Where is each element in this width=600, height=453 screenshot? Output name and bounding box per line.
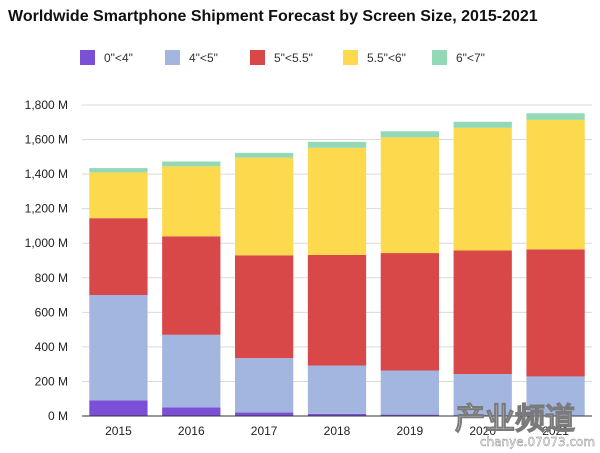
bar-segment [89, 400, 148, 416]
bar-segment [526, 113, 585, 120]
bar-segment [89, 295, 148, 401]
bar-segment [307, 365, 367, 414]
y-tick-label: 200 M [35, 374, 68, 388]
chart-bars [89, 113, 585, 416]
bar-segment [89, 218, 148, 296]
bar-segment [380, 370, 439, 415]
legend-label: 5"<5.5" [274, 51, 313, 65]
watermark: 产业频道 chanye.07073.com [455, 402, 596, 450]
y-tick-label: 400 M [35, 340, 68, 354]
y-tick-label: 1,600 M [25, 133, 68, 147]
bar-segment [453, 127, 512, 251]
legend-swatch [250, 50, 265, 65]
bar-segment [307, 413, 367, 416]
bar-segment [307, 147, 367, 255]
bar-segment [380, 137, 439, 254]
legend-label: 5.5"<6" [367, 51, 406, 65]
bar-segment [235, 255, 294, 359]
bar-segment [162, 166, 221, 237]
bar-segment [162, 407, 221, 416]
bar-segment [526, 119, 585, 250]
x-tick-label: 2017 [251, 424, 278, 438]
bar-segment [162, 236, 221, 335]
y-tick-label: 1,000 M [25, 236, 68, 250]
bar-segment [307, 254, 367, 366]
x-tick-label: 2015 [105, 424, 132, 438]
bar-segment [235, 412, 294, 416]
bar-segment [453, 121, 512, 128]
bar-segment [89, 168, 148, 173]
x-axis: 2015 2016 2017 2018 2019 2020 2021 [82, 415, 592, 438]
x-tick-label: 2016 [178, 424, 205, 438]
bar-segment [380, 253, 439, 371]
legend-swatch [432, 50, 447, 65]
y-axis: 0 M 200 M 400 M 600 M 800 M 1,000 M 1,200 M 1,4… [25, 98, 68, 423]
bar-segment [235, 358, 294, 413]
y-tick-label: 1,800 M [25, 98, 68, 112]
bar-segment [526, 249, 585, 377]
chart-legend: 0"<4" 4"<5" 5"<5.5" 5.5"<6" 6"<7" [80, 50, 485, 65]
bar-segment [453, 250, 512, 375]
bar-segment [89, 172, 148, 219]
bar-segment [235, 157, 294, 256]
bar-segment [380, 131, 439, 138]
x-tick-label: 2021 [542, 424, 569, 438]
legend-swatch [80, 50, 95, 65]
y-tick-label: 600 M [35, 305, 68, 319]
legend-swatch [165, 50, 180, 65]
bar-segment [380, 414, 439, 416]
y-tick-label: 800 M [35, 271, 68, 285]
bar-segment [526, 376, 585, 416]
y-tick-label: 0 M [48, 409, 68, 423]
legend-swatch [343, 50, 358, 65]
bar-segment [162, 161, 221, 167]
bar-segment [162, 334, 221, 408]
legend-label: 0"<4" [104, 51, 133, 65]
y-tick-label: 1,200 M [25, 202, 68, 216]
watermark-url: chanye.07073.com [480, 435, 595, 449]
legend-label: 6"<7" [456, 51, 485, 65]
bar-segment [307, 141, 367, 148]
y-tick-label: 1,400 M [25, 167, 68, 181]
bar-segment [453, 374, 512, 416]
x-tick-label: 2018 [324, 424, 351, 438]
x-tick-label: 2019 [397, 424, 424, 438]
x-tick-label: 2020 [469, 424, 496, 438]
watermark-brand: 产业频道 [455, 402, 575, 437]
chart-title: Worldwide Smartphone Shipment Forecast b… [8, 8, 538, 25]
bar-segment [235, 152, 294, 158]
legend-label: 4"<5" [189, 51, 218, 65]
